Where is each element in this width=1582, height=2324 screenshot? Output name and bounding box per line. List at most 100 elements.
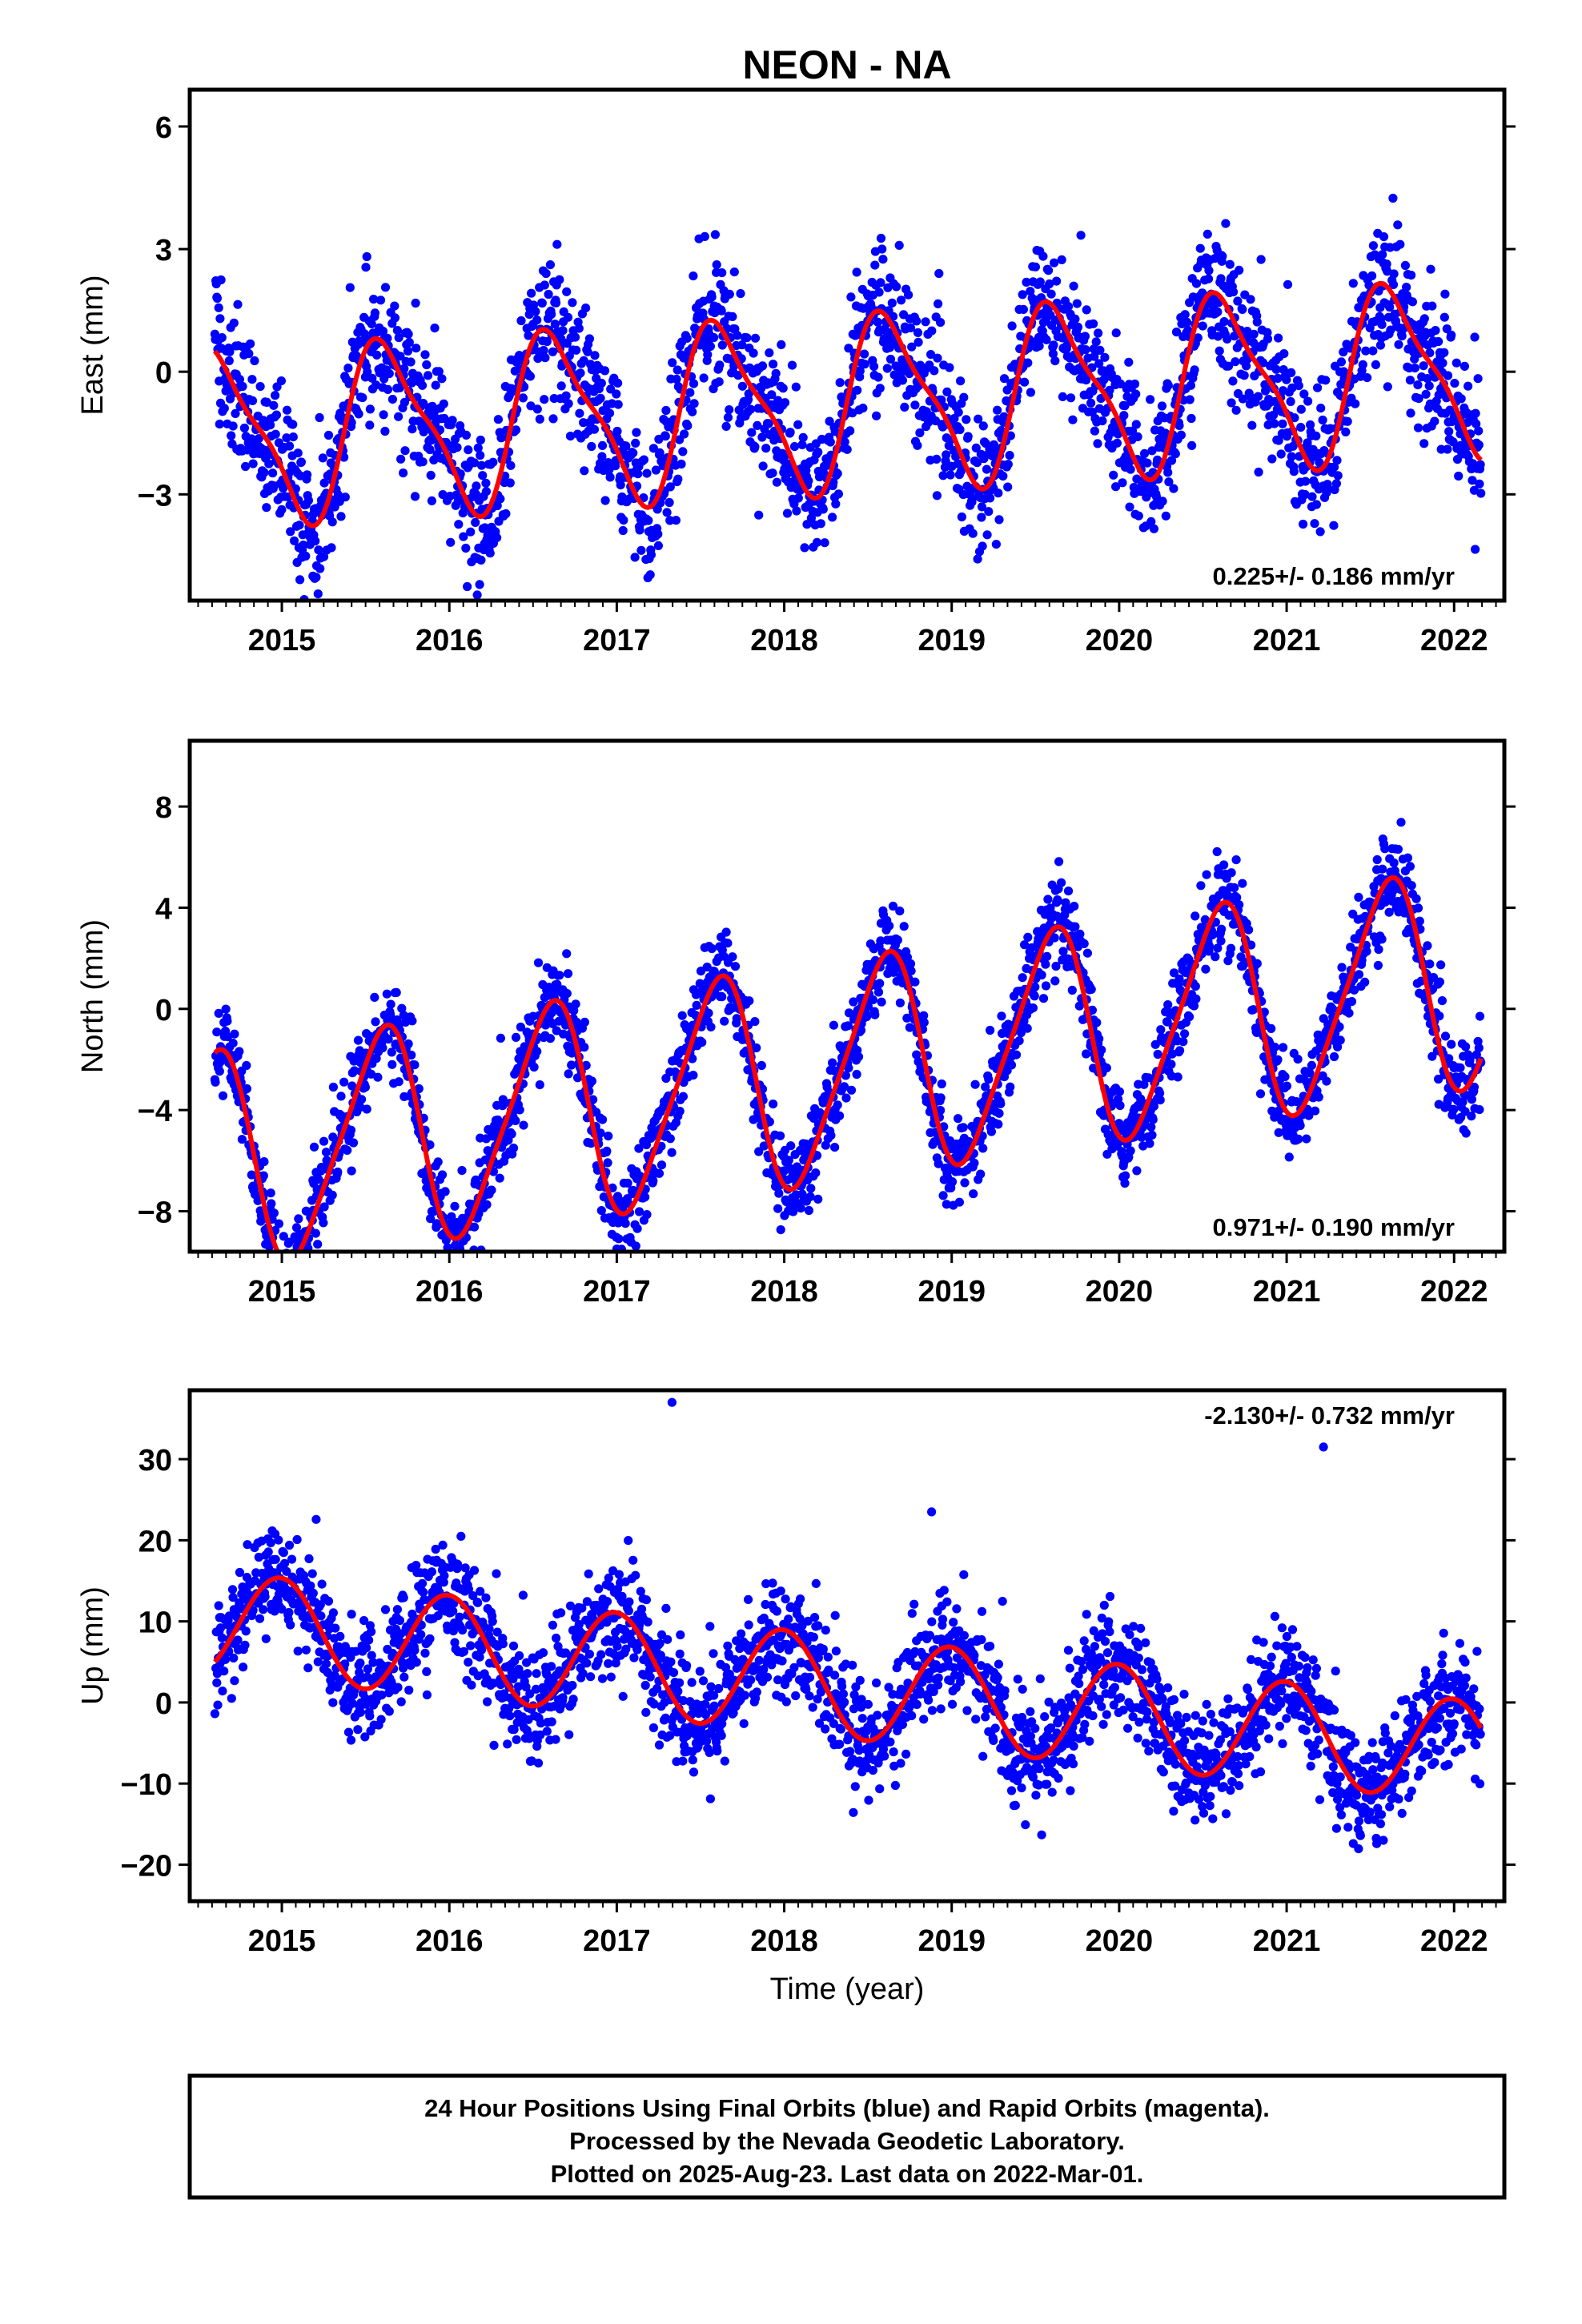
data-point — [1252, 317, 1262, 327]
data-point — [408, 424, 417, 434]
data-point — [1133, 432, 1142, 442]
data-point — [704, 1008, 713, 1018]
data-point — [313, 589, 323, 599]
data-point — [508, 1144, 519, 1153]
data-point — [424, 371, 433, 380]
data-point — [360, 1083, 370, 1092]
data-point — [1452, 358, 1461, 368]
data-point — [1114, 1087, 1124, 1096]
data-point — [699, 373, 709, 383]
data-point — [562, 287, 572, 296]
data-point — [689, 1071, 698, 1080]
data-point — [362, 1104, 371, 1114]
data-point — [1388, 279, 1399, 289]
data-point — [1190, 365, 1199, 375]
data-point — [1411, 894, 1421, 903]
data-point — [604, 408, 615, 418]
data-point — [498, 1095, 508, 1104]
data-point — [927, 326, 937, 336]
y-tick-label: −3 — [138, 479, 172, 513]
data-point — [653, 529, 663, 539]
data-point — [1273, 1055, 1283, 1064]
data-point — [907, 342, 917, 352]
x-tick-label: 2020 — [1086, 624, 1154, 657]
data-point — [942, 450, 951, 460]
data-point — [656, 1160, 667, 1170]
data-point — [472, 481, 481, 491]
data-point — [588, 1095, 598, 1104]
data-point — [354, 409, 363, 419]
data-point — [1246, 295, 1255, 304]
data-point — [1052, 276, 1062, 286]
data-point — [545, 1034, 556, 1043]
data-point — [279, 484, 288, 493]
data-point — [1431, 326, 1440, 336]
data-point — [333, 1167, 343, 1177]
data-point — [1474, 426, 1484, 436]
data-point — [628, 448, 638, 458]
data-point — [262, 397, 271, 407]
data-point — [1472, 419, 1481, 428]
data-point — [219, 404, 229, 413]
data-point — [971, 443, 981, 453]
data-point — [570, 332, 580, 342]
data-point — [379, 410, 388, 420]
data-point — [391, 987, 401, 997]
data-point — [267, 1199, 276, 1208]
data-point — [1394, 340, 1403, 349]
data-point — [951, 452, 961, 461]
data-point — [481, 478, 491, 488]
data-point — [876, 278, 885, 287]
data-point — [1382, 259, 1391, 269]
data-point — [780, 398, 790, 408]
data-point — [311, 1228, 320, 1238]
data-point — [532, 316, 542, 325]
data-point — [430, 324, 440, 333]
data-point — [541, 268, 551, 279]
data-point — [714, 982, 724, 991]
data-point — [989, 440, 998, 449]
data-point — [386, 999, 396, 1009]
data-point — [906, 966, 916, 975]
data-point — [633, 469, 643, 479]
data-point — [661, 405, 671, 416]
data-point — [286, 527, 295, 537]
data-point — [1461, 1042, 1471, 1051]
data-point — [840, 437, 849, 447]
data-point — [1393, 844, 1403, 854]
data-point — [417, 380, 428, 390]
data-point — [1050, 933, 1059, 943]
data-point — [620, 1219, 630, 1228]
data-point — [1212, 846, 1222, 857]
data-point — [885, 354, 896, 364]
data-point — [754, 510, 764, 520]
data-point — [214, 1008, 223, 1018]
data-point — [228, 421, 238, 431]
data-point — [994, 489, 1003, 498]
data-point — [796, 1204, 805, 1213]
data-point — [548, 347, 558, 356]
data-point — [604, 458, 613, 468]
data-point — [407, 1050, 416, 1060]
data-point — [1230, 883, 1239, 893]
data-point — [1149, 1101, 1158, 1111]
data-point — [1475, 1011, 1485, 1021]
data-point — [1098, 416, 1107, 426]
data-point — [552, 1026, 561, 1035]
data-point — [242, 1084, 251, 1094]
data-point — [1438, 358, 1447, 368]
data-point — [791, 382, 801, 392]
data-point — [313, 1240, 323, 1249]
data-point — [621, 441, 631, 451]
data-point — [290, 1258, 299, 1267]
data-point — [1124, 357, 1134, 367]
data-point — [1247, 940, 1256, 950]
data-point — [476, 435, 485, 445]
data-point — [447, 1212, 456, 1221]
data-point — [1270, 1043, 1279, 1052]
data-point — [1082, 305, 1091, 315]
data-point — [997, 1011, 1006, 1021]
data-point — [1049, 340, 1058, 350]
data-point — [1121, 1171, 1130, 1180]
data-point — [464, 445, 473, 455]
